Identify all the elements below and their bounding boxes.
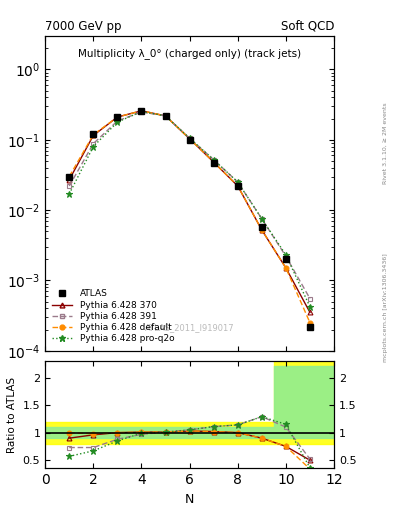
Text: 7000 GeV pp: 7000 GeV pp [45, 19, 122, 33]
Text: Rivet 3.1.10, ≥ 2M events: Rivet 3.1.10, ≥ 2M events [383, 102, 388, 184]
Y-axis label: 1/σ dσ/dN: 1/σ dσ/dN [0, 166, 1, 221]
Text: Soft QCD: Soft QCD [281, 19, 334, 33]
Text: mcplots.cern.ch [arXiv:1306.3436]: mcplots.cern.ch [arXiv:1306.3436] [383, 253, 388, 361]
Text: Multiplicity λ_0° (charged only) (track jets): Multiplicity λ_0° (charged only) (track … [78, 49, 301, 59]
X-axis label: N: N [185, 493, 194, 506]
Text: ATLAS_2011_I919017: ATLAS_2011_I919017 [145, 323, 235, 332]
Legend: ATLAS, Pythia 6.428 370, Pythia 6.428 391, Pythia 6.428 default, Pythia 6.428 pr: ATLAS, Pythia 6.428 370, Pythia 6.428 39… [50, 287, 177, 346]
Y-axis label: Ratio to ATLAS: Ratio to ATLAS [7, 377, 17, 453]
